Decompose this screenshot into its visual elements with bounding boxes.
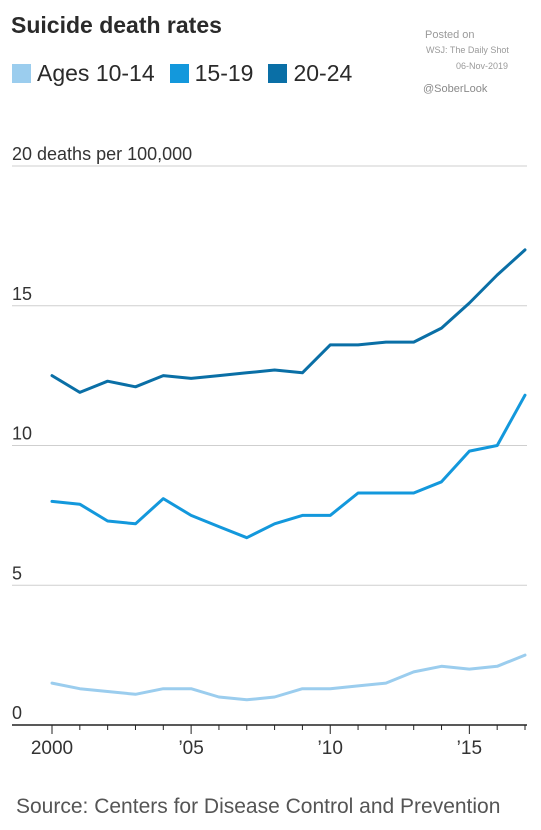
source-note: Source: Centers for Disease Control and …: [16, 795, 501, 818]
series-line-15-19: [50, 393, 527, 540]
x-tick-label-2015: ’15: [457, 738, 482, 759]
y-tick-label-10: 10: [12, 424, 32, 444]
watermark-source: WSJ: The Daily Shot: [426, 45, 509, 55]
legend-item-15-19: 15-19: [169, 60, 254, 87]
legend-swatch-20-24: [268, 64, 288, 83]
legend-swatch-15-19: [169, 64, 189, 83]
legend-label-15-19: 15-19: [194, 60, 254, 86]
watermark-posted: Posted on: [425, 29, 475, 41]
x-tick-label-2000: 2000: [31, 738, 73, 759]
y-tick-label-5: 5: [12, 563, 22, 583]
x-tick-label-2010: ’10: [318, 738, 343, 759]
x-tick-label-2005: ’05: [178, 738, 203, 759]
series-line-ages-10-14: [50, 653, 527, 702]
y-tick-label-15: 15: [12, 284, 32, 304]
legend-swatch-ages-10-14: [12, 64, 31, 83]
legend-item-20-24: 20-24: [268, 60, 352, 87]
series-line-20-24: [50, 248, 527, 394]
watermark-handle: @SoberLook: [423, 83, 488, 95]
chart-title: Suicide death rates: [11, 12, 222, 38]
y-tick-label-0: 0: [12, 703, 22, 723]
legend: Ages 10-14 15-19 20-24: [12, 60, 367, 87]
legend-label-20-24: 20-24: [293, 60, 353, 86]
y-tick-label-20: 20 deaths per 100,000: [12, 144, 192, 164]
legend-label-ages-10-14: Ages 10-14: [37, 60, 155, 86]
watermark-date: 06-Nov-2019: [456, 61, 509, 71]
line-chart: 0 5 10 15 20 deaths per 100,000 2000 ’05 ’10 ’15: [12, 144, 527, 759]
legend-item-ages-10-14: Ages 10-14: [12, 60, 155, 87]
